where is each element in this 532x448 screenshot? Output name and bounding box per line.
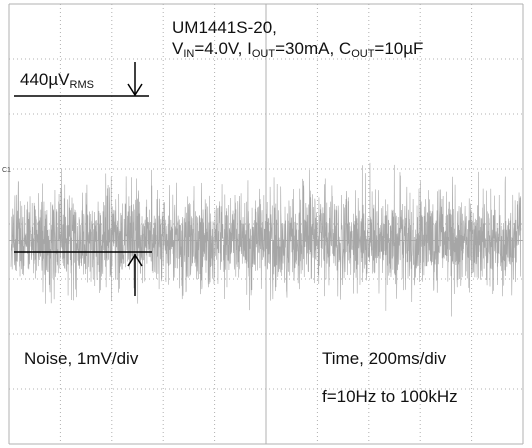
noise-trace [10,162,522,317]
iout-symbol: I [247,39,252,58]
rms-upper-marker [14,62,149,97]
iout-value: =30mA, [275,39,339,58]
cout-symbol: C [338,39,352,58]
bandwidth-label: f=10Hz to 100kHz [322,387,458,406]
vin-value: =4.0V, [194,39,248,58]
down-arrow-head-icon [127,83,143,97]
y-scale-label: Noise, 1mV/div [24,349,139,368]
rms-annotation: 440µVRMS [20,71,94,91]
x-scale-label: Time, 200ms/div [322,349,447,368]
test-conditions: VIN=4.0V, IOUT=30mA, COUT=10µF [172,40,423,60]
channel-marker: C1 [2,167,11,174]
cout-subscript: OUT [351,48,375,60]
vin-subscript: IN [183,48,195,60]
iout-subscript: OUT [251,48,276,60]
vin-symbol: V [172,39,184,58]
rms-subscript: RMS [69,79,94,91]
rms-lower-marker [14,251,152,296]
cout-value: =10µF [374,39,424,58]
chart-title: UM1441S-20, [172,18,277,37]
rms-value: 440µV [20,70,70,89]
up-arrow-head-icon [127,253,143,267]
